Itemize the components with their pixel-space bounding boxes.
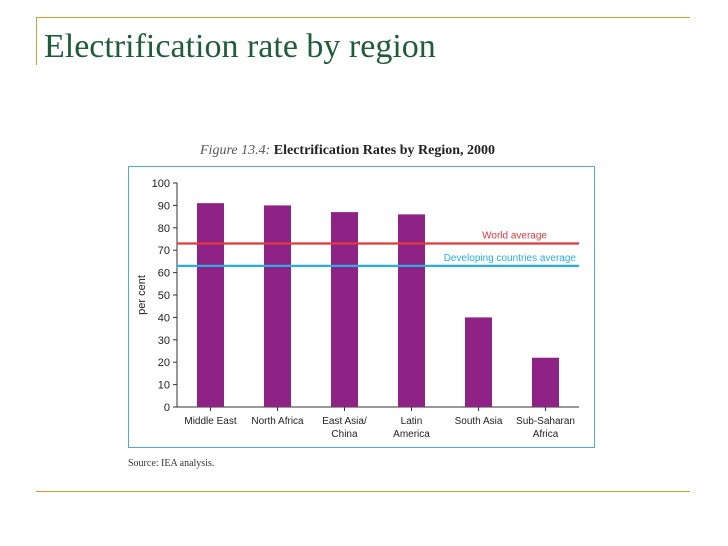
y-tick-label: 80 <box>158 223 170 235</box>
figure-title: Figure 13.4: Electrification Rates by Re… <box>200 143 495 159</box>
x-tick-label: Middle East <box>184 416 236 427</box>
x-tick-label: South Asia <box>455 416 503 427</box>
top-rule <box>36 17 690 18</box>
y-tick-label: 50 <box>158 290 170 302</box>
bar <box>465 317 492 407</box>
x-tick-label: East Asia/ <box>322 416 367 427</box>
chart-frame: 0 10 20 30 40 50 60 70 80 90 100 per cent Middle Eas… <box>128 166 595 448</box>
reference-line-label: Developing countries average <box>444 253 577 264</box>
bar <box>264 205 291 407</box>
bar-chart: 0 10 20 30 40 50 60 70 80 90 100 per cent Middle Eas… <box>136 178 579 440</box>
y-tick-label: 90 <box>158 200 170 212</box>
x-tick-label: Sub-Saharan <box>516 416 575 427</box>
y-tick-label: 40 <box>158 312 170 324</box>
y-tick-label: 100 <box>152 178 170 190</box>
x-tick-label: North Africa <box>251 416 304 427</box>
reference-line-label: World average <box>482 230 547 241</box>
bar <box>197 203 224 407</box>
x-tick-label: Africa <box>533 429 559 440</box>
figure-number: Figure 13.4: <box>200 143 271 158</box>
x-tick-label: America <box>393 429 430 440</box>
y-tick-label: 70 <box>158 245 170 257</box>
y-tick-label: 0 <box>164 402 170 414</box>
top-rule-tick <box>36 17 37 65</box>
x-tick-label: China <box>331 429 358 440</box>
y-tick-label: 30 <box>158 335 170 347</box>
y-axis-label: per cent <box>136 275 148 315</box>
bar <box>331 212 358 407</box>
y-tick-label: 60 <box>158 268 170 280</box>
bar <box>398 214 425 407</box>
slide-title: Electrification rate by region <box>44 28 436 65</box>
figure-title-text: Electrification Rates by Region, 2000 <box>273 143 495 158</box>
bar <box>532 357 559 407</box>
y-tick-label: 20 <box>158 357 170 369</box>
source-note: Source: IEA analysis. <box>128 458 215 469</box>
x-tick-label: Latin <box>401 416 423 427</box>
bottom-rule <box>36 491 690 492</box>
y-tick-label: 10 <box>158 380 170 392</box>
